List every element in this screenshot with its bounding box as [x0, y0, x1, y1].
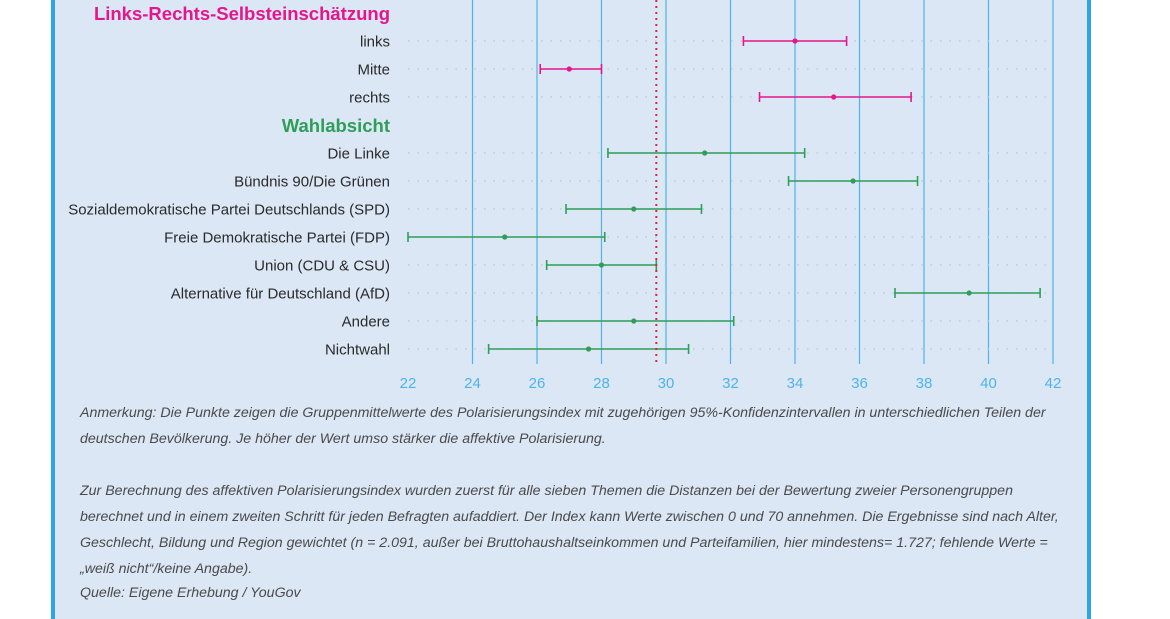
mean-point: [502, 234, 508, 240]
row-label: Andere: [342, 314, 390, 331]
mean-point: [586, 346, 592, 352]
x-tick-label: 22: [400, 375, 417, 392]
x-tick-label: 36: [851, 375, 868, 392]
x-tick-label: 34: [787, 375, 804, 392]
row-label: Bündnis 90/Die Grünen: [234, 174, 390, 191]
row-label: Union (CDU & CSU): [254, 258, 390, 275]
chart-note: Anmerkung: Die Punkte zeigen die Gruppen…: [80, 405, 1046, 447]
mean-point: [631, 318, 637, 324]
x-tick-label: 32: [722, 375, 739, 392]
row-label: Freie Demokratische Partei (FDP): [164, 230, 390, 247]
x-tick-label: 26: [529, 375, 546, 392]
mean-point: [792, 38, 798, 44]
row-label: Nichtwahl: [325, 342, 390, 359]
mean-point: [631, 206, 637, 212]
source-note: Quelle: Eigene Erhebung / YouGov: [80, 585, 301, 601]
row-label: rechts: [349, 90, 390, 107]
x-tick-label: 24: [464, 375, 481, 392]
mean-point: [966, 290, 972, 296]
method-note: Zur Berechnung des affektiven Polarisier…: [80, 483, 1059, 577]
mean-point: [831, 94, 837, 100]
row-label: Mitte: [357, 62, 390, 79]
x-tick-label: 38: [916, 375, 933, 392]
mean-point: [702, 150, 708, 156]
x-tick-label: 42: [1045, 375, 1062, 392]
mean-point: [850, 178, 856, 184]
figure-panel: [51, 0, 1091, 619]
error-bar-chart: 22 24 26 28 30 32 34 36 38 40 42 Links-Rechts-Selbs…: [68, 0, 1062, 392]
row-label: links: [360, 34, 390, 51]
x-tick-label: 28: [593, 375, 610, 392]
row-label: Die Linke: [327, 146, 390, 163]
x-tick-label: 40: [980, 375, 997, 392]
row-label: Sozialdemokratische Partei Deutschlands …: [68, 202, 390, 219]
mean-point: [566, 66, 572, 72]
mean-point: [598, 262, 605, 268]
row-label: Alternative für Deutschland (AfD): [171, 286, 390, 303]
group-heading: Links-Rechts-Selbsteinschätzung: [94, 3, 390, 24]
group-heading: Wahlabsicht: [282, 115, 390, 136]
x-tick-label: 30: [658, 375, 675, 392]
